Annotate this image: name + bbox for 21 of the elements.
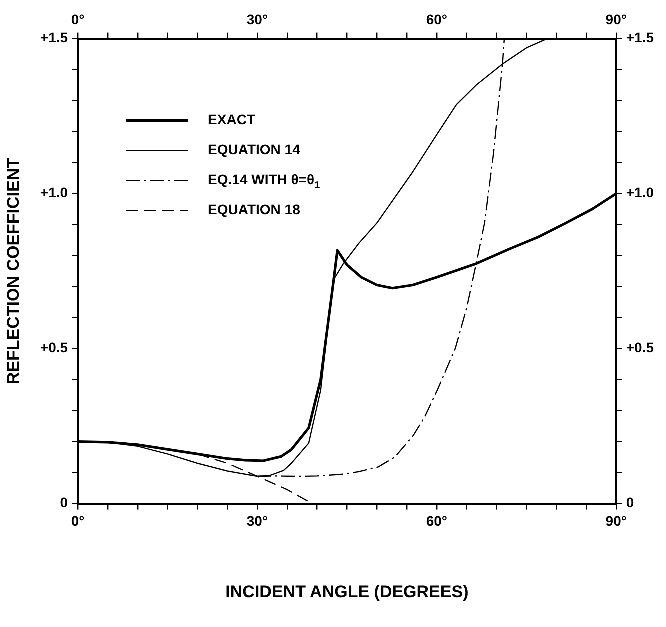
y2-tick-label: +0.5: [626, 340, 654, 356]
x2-tick-label: 90°: [606, 11, 627, 28]
y-axis-title: REFLECTION COEFFICIENT: [4, 157, 23, 385]
y2-tick-label: 0: [626, 494, 634, 511]
y-tick-label: +1.0: [40, 184, 68, 201]
legend-label: EQUATION 14: [208, 142, 301, 158]
legend-label: EQUATION 18: [208, 202, 301, 218]
y-tick-label: +1.5: [40, 30, 68, 46]
x-tick-label: 90°: [606, 513, 627, 530]
x-tick-label: 60°: [426, 513, 448, 530]
y2-tick-label: +1.5: [626, 30, 654, 46]
x-tick-label: 30°: [246, 513, 268, 530]
y-tick-label: +0.5: [40, 340, 68, 356]
x2-tick-label: 30°: [246, 11, 268, 28]
x2-tick-label: 0°: [71, 11, 85, 28]
y2-tick-label: +1.0: [626, 184, 654, 201]
legend-label: EXACT: [208, 112, 256, 128]
y-tick-label: 0: [60, 494, 68, 511]
x-axis-title: INCIDENT ANGLE (DEGREES): [226, 582, 469, 602]
x-tick-label: 0°: [71, 513, 85, 530]
x2-tick-label: 60°: [426, 11, 448, 28]
